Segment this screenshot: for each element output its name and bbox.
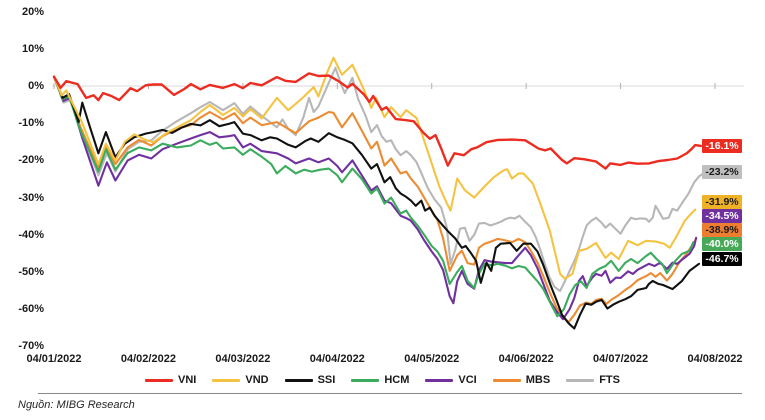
end-value-badge-hcm: -40.0% xyxy=(702,236,742,251)
x-axis-label: 04/08/2022 xyxy=(687,353,743,365)
legend-label: HCM xyxy=(384,374,410,386)
legend-item-vnd: VND xyxy=(212,374,269,386)
legend-label: VNI xyxy=(178,374,197,386)
x-axis-label: 04/04/2022 xyxy=(309,353,365,365)
series-line-mbs xyxy=(52,75,698,324)
x-axis-label: 04/06/2022 xyxy=(498,353,554,365)
legend-label: MBS xyxy=(525,374,551,386)
series-line-vni xyxy=(52,72,702,170)
y-axis-label: -70% xyxy=(18,340,44,353)
x-axis-label: 04/05/2022 xyxy=(404,353,460,365)
end-value-badge-mbs: -38.9% xyxy=(702,222,742,237)
legend-label: VND xyxy=(245,374,269,386)
y-axis-label: 20% xyxy=(21,5,44,18)
y-axis-label: -10% xyxy=(18,117,44,130)
legend-swatch-icon xyxy=(566,378,595,382)
series-line-hcm xyxy=(52,75,695,318)
y-axis-label: -60% xyxy=(18,303,44,316)
x-axis-label: 04/01/2022 xyxy=(26,353,82,365)
legend-swatch-icon xyxy=(492,378,521,382)
legend-swatch-icon xyxy=(425,378,454,382)
series-line-ssi xyxy=(52,75,701,330)
y-axis-label: 10% xyxy=(21,42,44,55)
chart-legend: VNI VND SSI HCM VCI MBS FTS xyxy=(0,372,765,388)
end-value-badge-vni: -16.1% xyxy=(702,139,742,153)
footer-divider xyxy=(38,393,742,394)
y-axis-label: -40% xyxy=(18,228,44,241)
legend-swatch-icon xyxy=(284,378,313,382)
legend-item-ssi: SSI xyxy=(284,374,336,386)
end-value-badge-vci: -34.5% xyxy=(702,208,742,223)
legend-item-vni: VNI xyxy=(145,374,196,386)
end-value-badge-vnd: -31.9% xyxy=(702,194,742,209)
series-line-vnd xyxy=(52,56,697,280)
y-axis-label: -30% xyxy=(18,191,44,204)
x-axis-label: 04/03/2022 xyxy=(215,353,271,365)
legend-item-fts: FTS xyxy=(566,374,620,386)
series-line-vci xyxy=(52,75,698,321)
legend-swatch-icon xyxy=(351,378,380,382)
legend-item-vci: VCI xyxy=(425,374,477,386)
y-axis-label: -50% xyxy=(18,266,44,278)
x-axis-label: 04/07/2022 xyxy=(593,353,649,365)
source-note: Nguồn: MIBG Research xyxy=(18,399,135,411)
legend-label: SSI xyxy=(317,374,336,386)
end-value-badge-ssi: -46.7% xyxy=(702,251,742,266)
legend-item-hcm: HCM xyxy=(351,374,409,386)
series-line-fts xyxy=(52,66,705,293)
y-axis-label: 0% xyxy=(28,80,44,92)
y-axis-label: -20% xyxy=(18,154,44,167)
x-axis-label: 04/02/2022 xyxy=(120,353,176,365)
legend-label: FTS xyxy=(599,374,620,386)
end-value-badge-fts: -23.2% xyxy=(702,165,742,179)
legend-item-mbs: MBS xyxy=(492,374,551,386)
legend-label: VCI xyxy=(458,374,477,386)
legend-swatch-icon xyxy=(212,378,241,382)
legend-swatch-icon xyxy=(145,378,174,382)
